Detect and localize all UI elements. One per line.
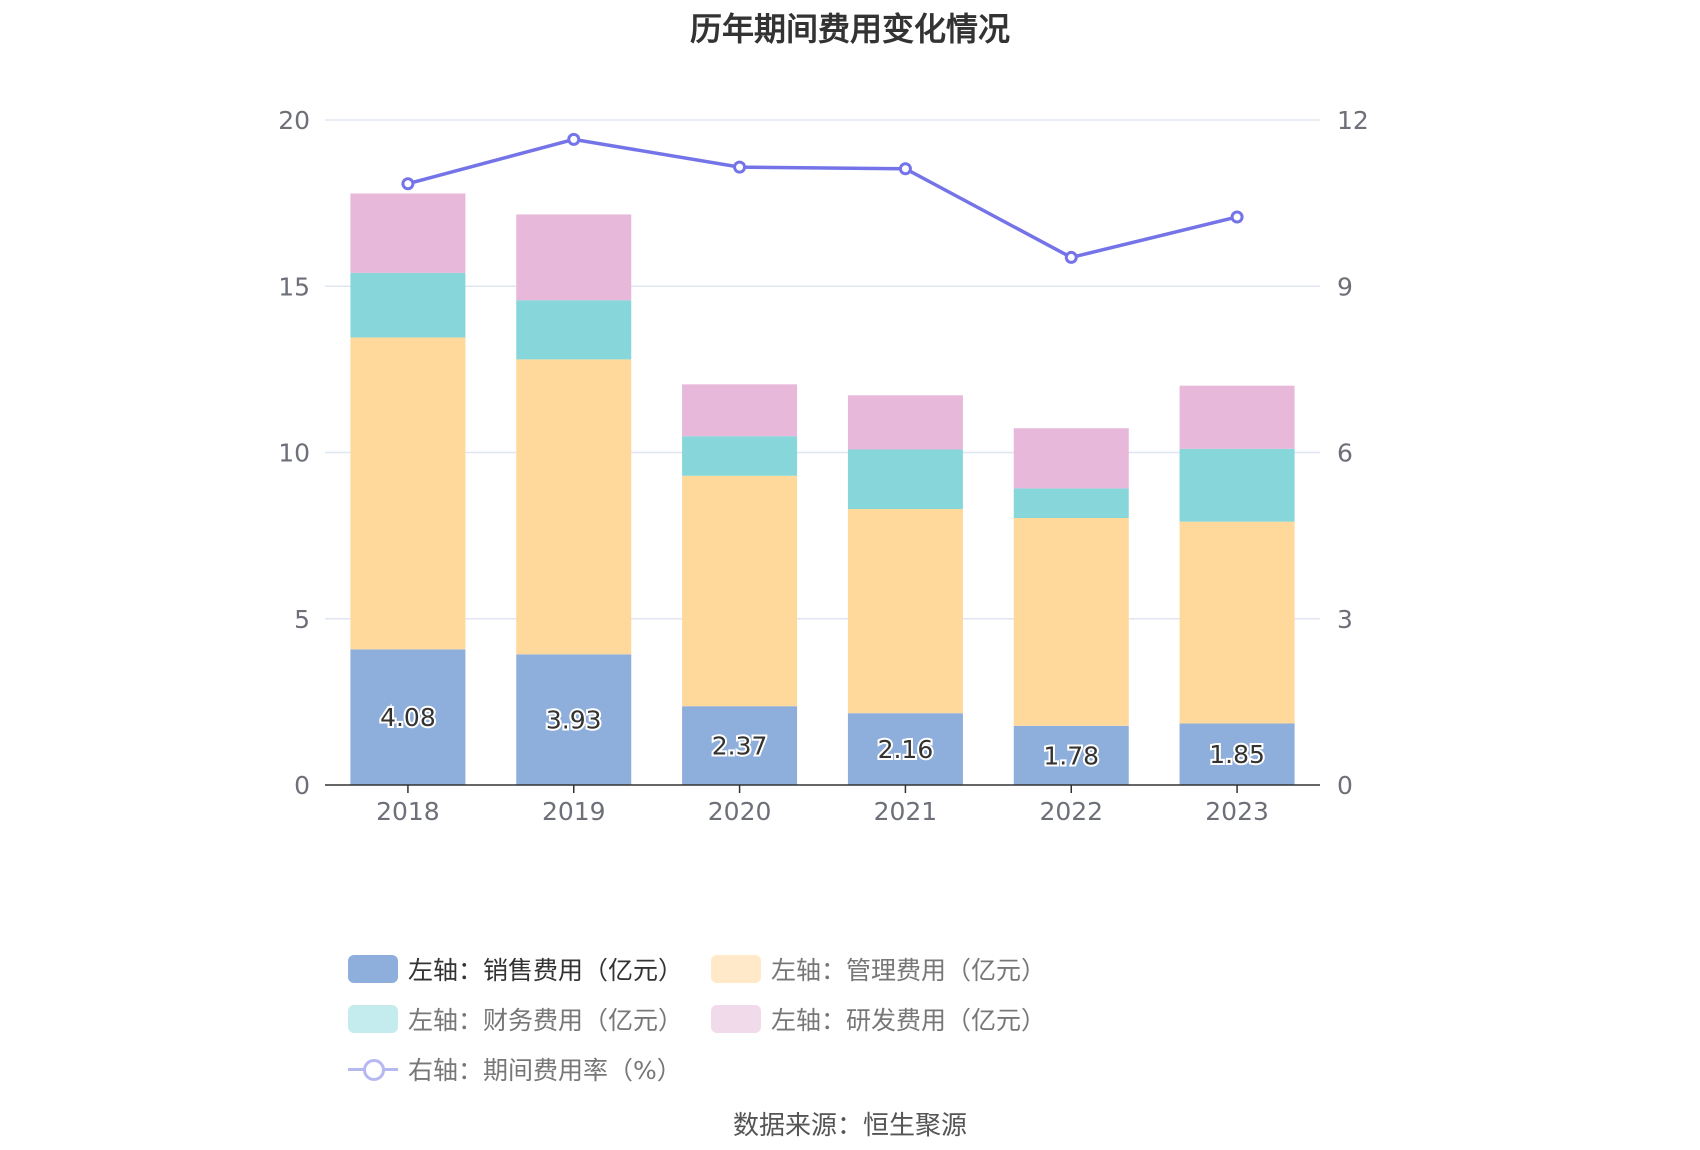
sales-data-label: 3.93 [546, 706, 602, 735]
chart-legend: 左轴：销售费用（亿元） 左轴：管理费用（亿元） 左轴：财务费用（亿元） 左轴：研发费用… [348, 955, 1398, 1085]
x-axis-tick-label: 2020 [708, 797, 772, 826]
x-axis [325, 784, 1320, 793]
bar-segment-rnd[interactable] [682, 384, 798, 437]
bar-segment-rnd[interactable] [847, 395, 963, 450]
bar-segment-rnd[interactable] [516, 214, 632, 301]
legend-label: 左轴：财务费用（亿元） [408, 1006, 684, 1035]
legend-item-rate[interactable]: 右轴：期间费用率（%） [348, 1055, 682, 1085]
right-axis-tick-label: 0 [1337, 771, 1353, 800]
bar-segment-sales[interactable] [350, 649, 466, 785]
bar-segment-sales[interactable] [1179, 723, 1295, 785]
sales-data-label: 4.08 [380, 703, 436, 732]
left-axis-tick-label: 0 [294, 771, 310, 800]
x-axis-tick-label: 2021 [874, 797, 938, 826]
right-axis-tick-label: 12 [1337, 106, 1369, 135]
rate-line-series [401, 132, 1244, 264]
bar-segment-admin[interactable] [1013, 518, 1129, 726]
sales-data-label: 1.78 [1043, 741, 1099, 770]
chart-canvas: 0 5 10 15 20 0 3 6 9 12 2018 2019 2020 2021 2022 2023… [278, 106, 1369, 826]
bar-segment-sales[interactable] [516, 654, 632, 785]
legend-label: 右轴：期间费用率（%） [408, 1056, 682, 1085]
left-axis-ticks: 0 5 10 15 20 [278, 106, 310, 800]
legend-item-admin[interactable]: 左轴：管理费用（亿元） [711, 955, 1046, 985]
left-axis-tick-label: 20 [278, 106, 310, 135]
x-axis-tick-label: 2019 [542, 797, 606, 826]
legend-color-swatch [348, 955, 398, 983]
bar-segment-sales[interactable] [847, 713, 963, 785]
right-axis-tick-label: 6 [1337, 439, 1353, 468]
rate-point[interactable] [898, 162, 912, 176]
legend-label: 左轴：管理费用（亿元） [771, 956, 1047, 985]
bar-segment-admin[interactable] [682, 475, 798, 707]
sales-data-label: 1.85 [1209, 740, 1265, 769]
left-axis-tick-label: 5 [294, 605, 310, 634]
bar-segment-admin[interactable] [516, 359, 632, 655]
rate-point[interactable] [1064, 250, 1078, 264]
bar-segment-admin[interactable] [1179, 521, 1295, 724]
sales-data-labels: 4.08 3.93 2.37 2.16 1.78 1.85 [378, 701, 1267, 772]
rate-point[interactable] [567, 132, 581, 146]
bar-segment-sales[interactable] [682, 706, 798, 785]
legend-line-marker-icon [348, 1055, 398, 1083]
legend-color-swatch [711, 955, 762, 983]
rate-point[interactable] [733, 160, 747, 174]
x-axis-tick-label: 2022 [1039, 797, 1103, 826]
bar-series [350, 193, 1295, 785]
legend-item-sales[interactable]: 左轴：销售费用（亿元） [348, 955, 683, 985]
bar-segment-rnd[interactable] [350, 193, 466, 273]
bar-segment-finance[interactable] [350, 272, 466, 338]
bar-segment-rnd[interactable] [1179, 385, 1295, 449]
bar-segment-admin[interactable] [350, 337, 466, 650]
x-axis-tick-labels: 2018 2019 2020 2021 2022 2023 [376, 797, 1269, 826]
bar-segment-finance[interactable] [1013, 488, 1129, 519]
bar-segment-sales[interactable] [1013, 725, 1129, 785]
chart-title: 历年期间费用变化情况 [689, 10, 1010, 48]
rate-point[interactable] [401, 177, 415, 191]
rate-line [407, 137, 1238, 260]
legend-label: 左轴：销售费用（亿元） [408, 956, 684, 985]
bar-segment-finance[interactable] [516, 300, 632, 360]
rate-point[interactable] [1230, 210, 1244, 224]
left-axis-tick-label: 10 [278, 439, 310, 468]
bar-segment-admin[interactable] [847, 509, 963, 714]
bar-segment-rnd[interactable] [1013, 428, 1129, 489]
right-axis-ticks: 0 3 6 9 12 [1337, 106, 1369, 800]
right-axis-tick-label: 3 [1337, 605, 1353, 634]
right-axis-tick-label: 9 [1337, 272, 1353, 301]
bar-segment-finance[interactable] [1179, 448, 1295, 522]
data-source-note: 数据来源：恒生聚源 [732, 1111, 967, 1141]
bar-segment-finance[interactable] [682, 436, 798, 476]
left-axis-tick-label: 15 [278, 272, 310, 301]
x-axis-tick-label: 2018 [376, 797, 440, 826]
bar-segment-finance[interactable] [847, 449, 963, 510]
sales-data-label: 2.37 [712, 732, 768, 761]
legend-item-finance[interactable]: 左轴：财务费用（亿元） [348, 1005, 683, 1035]
sales-data-label: 2.16 [878, 735, 934, 764]
legend-label: 左轴：研发费用（亿元） [771, 1006, 1047, 1035]
x-axis-tick-label: 2023 [1205, 797, 1269, 826]
grid-lines [325, 119, 1320, 620]
legend-item-rnd[interactable]: 左轴：研发费用（亿元） [711, 1005, 1046, 1035]
legend-color-swatch [348, 1005, 398, 1033]
legend-color-swatch [711, 1005, 762, 1033]
